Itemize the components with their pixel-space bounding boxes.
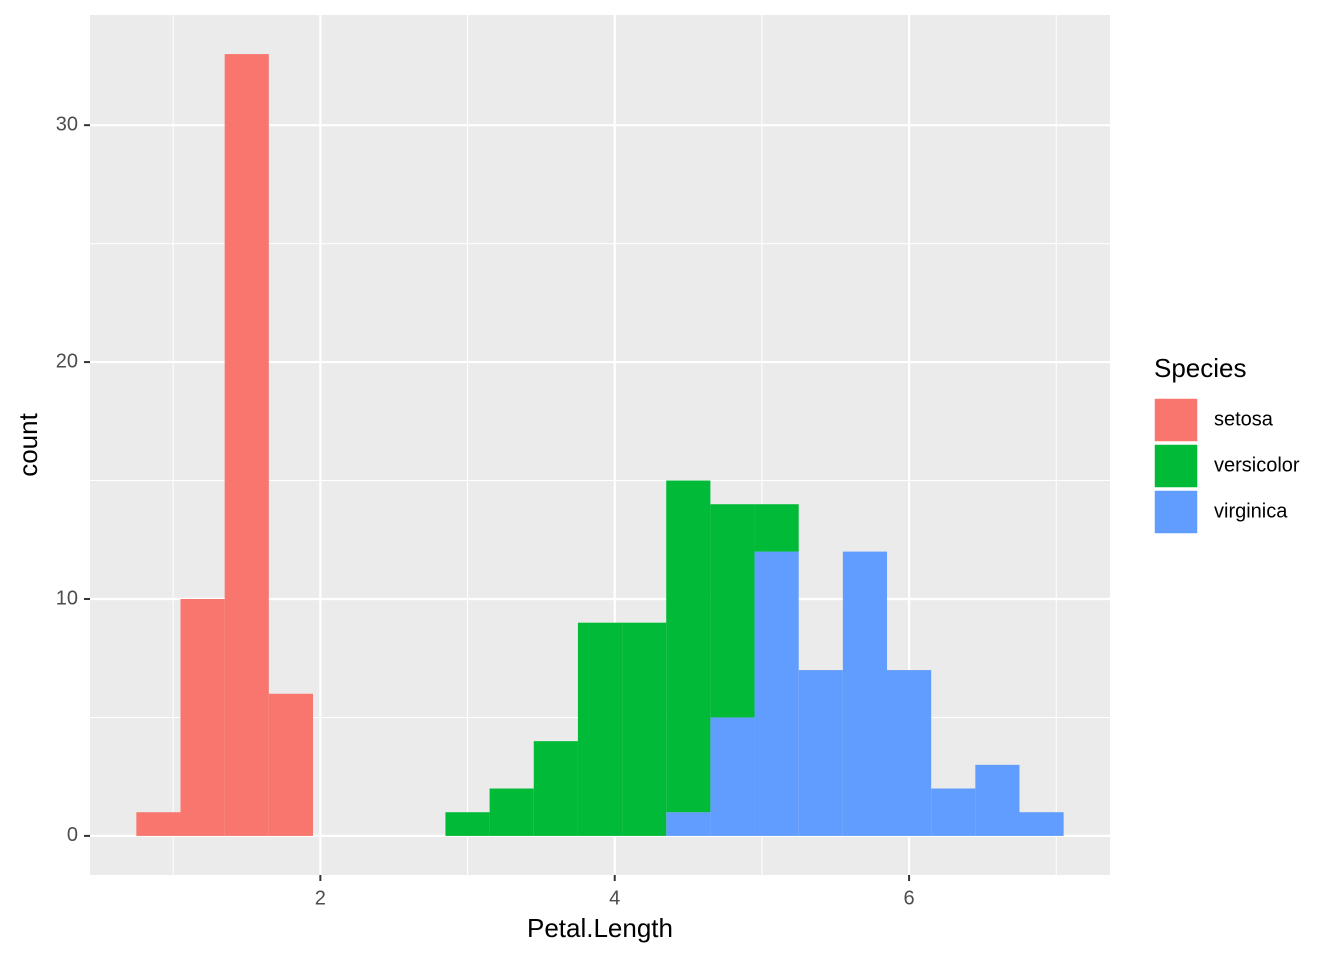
legend-title: Species: [1154, 353, 1247, 383]
y-tick-label: 20: [56, 350, 78, 372]
bar: [180, 598, 225, 836]
bars: [136, 54, 1064, 836]
bar: [224, 54, 269, 836]
legend-key: [1153, 489, 1199, 535]
bar: [577, 622, 623, 836]
bar: [754, 504, 799, 552]
x-tick-label: 2: [315, 887, 326, 909]
y-tick-label: 30: [56, 113, 78, 135]
bar: [666, 480, 711, 813]
bar: [842, 551, 888, 836]
x-tick-label: 4: [609, 887, 620, 909]
bar: [489, 788, 534, 836]
bar: [710, 717, 755, 836]
bar: [798, 670, 843, 836]
x-axis-title: Petal.Length: [527, 913, 673, 943]
y-tick-label: 10: [56, 587, 78, 609]
y-axis-title: count: [13, 412, 43, 476]
bar: [445, 812, 490, 836]
bar: [666, 812, 711, 836]
y-tick-label: 0: [67, 824, 78, 846]
bar: [975, 764, 1020, 836]
legend-key: [1153, 397, 1199, 443]
bar: [710, 504, 755, 718]
legend-label: versicolor: [1214, 454, 1300, 476]
bar: [887, 670, 932, 836]
x-tick-label: 6: [904, 887, 915, 909]
bar: [136, 812, 181, 836]
legend-label: setosa: [1214, 408, 1274, 430]
bar: [533, 741, 578, 836]
bar: [754, 551, 799, 836]
bar: [622, 622, 667, 836]
bar: [931, 788, 976, 836]
legend-key: [1153, 443, 1199, 489]
legend-label: virginica: [1214, 500, 1288, 522]
bar: [1019, 812, 1064, 836]
bar: [268, 693, 313, 836]
